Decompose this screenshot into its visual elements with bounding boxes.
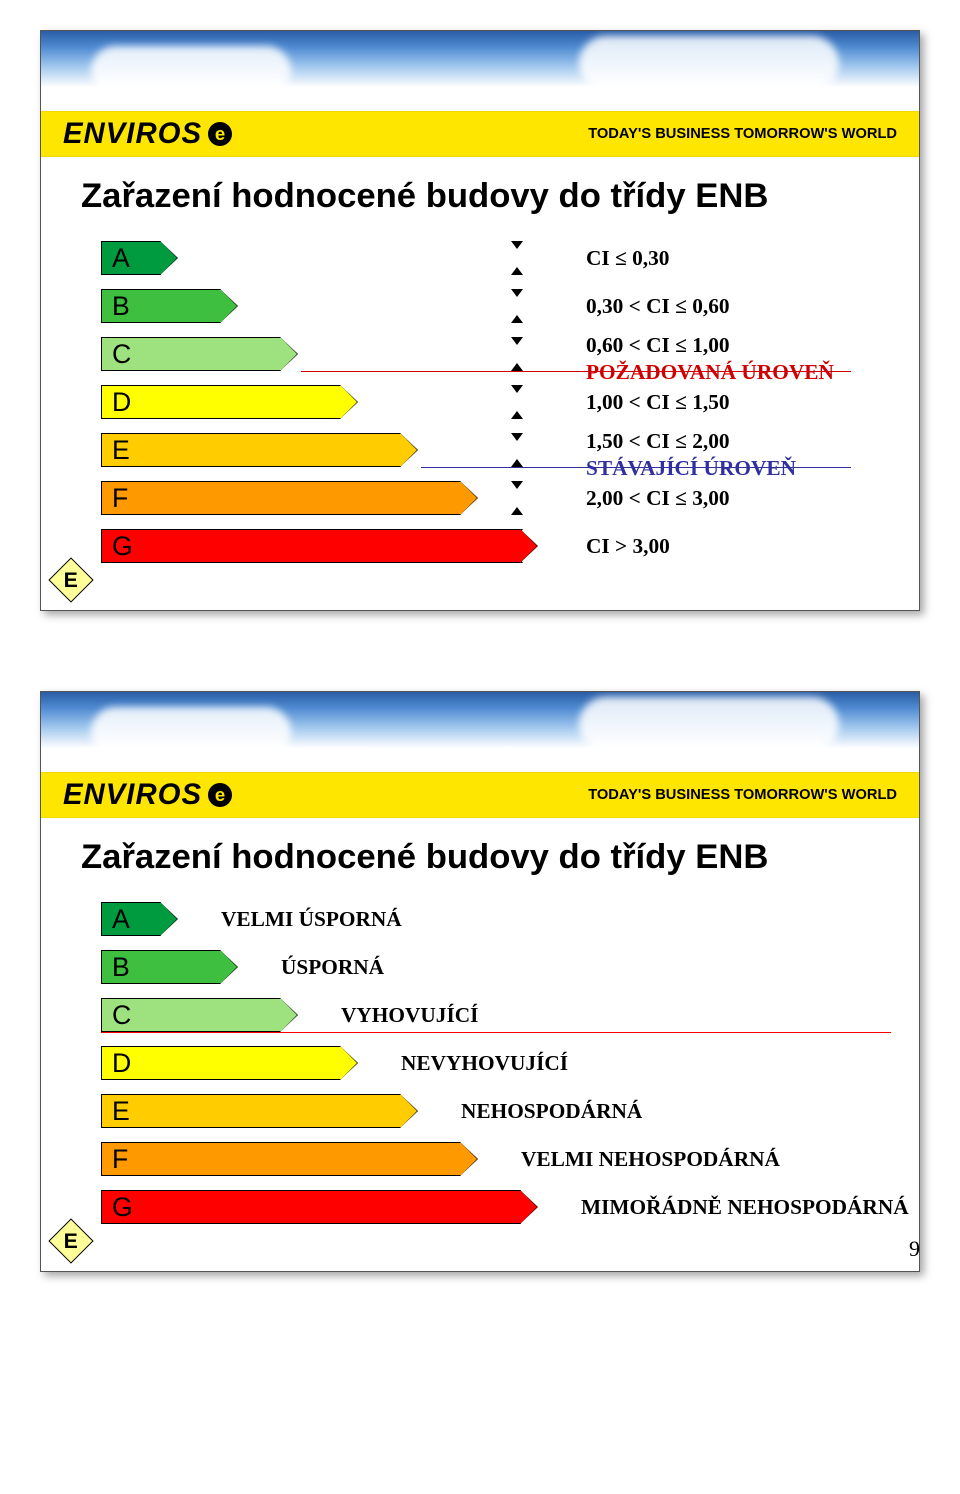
energy-class-chart: A VELMI ÚSPORNÁB ÚSPORNÁC VYHOVUJÍCÍD NEVYHO… — [101, 895, 889, 1231]
class-arrow-E: E — [101, 433, 401, 467]
chart-row: B 0,30 < CI ≤ 0,60 — [101, 282, 889, 330]
logo-badge: e — [208, 783, 232, 807]
slide-content: Zařazení hodnocené budovy do třídy ENB A… — [41, 157, 919, 570]
level-line — [421, 467, 851, 468]
enviros-logo: ENVIROS e — [63, 117, 232, 151]
slide-content: Zařazení hodnocené budovy do třídy ENB A… — [41, 818, 919, 1231]
class-description: MIMOŘÁDNĚ NEHOSPODÁRNÁ — [581, 1195, 909, 1220]
slide-header-band: ENVIROS e TODAY'S BUSINESS TOMORROW'S WO… — [41, 772, 919, 818]
energy-class-chart: ACI ≤ 0,30B0,30 < CI ≤ 0,60C0,60 < CI ≤ … — [101, 234, 889, 570]
chart-row: F VELMI NEHOSPODÁRNÁ — [101, 1135, 889, 1183]
slide-1: ENVIROS e TODAY'S BUSINESS TOMORROW'S WO… — [40, 30, 920, 611]
chart-row: GMIMOŘÁDNĚ NEHOSPODÁRNÁ — [101, 1183, 889, 1231]
class-description: VELMI NEHOSPODÁRNÁ — [521, 1147, 780, 1172]
slide-header-sky — [41, 31, 919, 111]
class-arrow-B: B — [101, 950, 221, 984]
page: ENVIROS e TODAY'S BUSINESS TOMORROW'S WO… — [0, 30, 960, 1272]
class-description: VELMI ÚSPORNÁ — [221, 907, 402, 932]
class-range: CI ≤ 0,30 — [586, 245, 669, 272]
class-arrow-B: B — [101, 289, 221, 323]
slide-header-sky — [41, 692, 919, 772]
chart-row: G CI > 3,00 — [101, 522, 889, 570]
class-arrow-A: A — [101, 241, 161, 275]
tagline: TODAY'S BUSINESS TOMORROW'S WORLD — [588, 126, 897, 142]
logo-badge: e — [208, 122, 232, 146]
class-arrow-D: D — [101, 385, 341, 419]
class-description: ÚSPORNÁ — [281, 955, 384, 980]
slide-header-band: ENVIROS e TODAY'S BUSINESS TOMORROW'S WO… — [41, 111, 919, 157]
class-arrow-G: G — [101, 529, 521, 563]
chart-row: A CI ≤ 0,30 — [101, 234, 889, 282]
chart-row: E NEHOSPODÁRNÁ — [101, 1087, 889, 1135]
level-line — [101, 1032, 891, 1033]
class-range: 0,30 < CI ≤ 0,60 — [586, 293, 730, 320]
slide-title: Zařazení hodnocené budovy do třídy ENB — [81, 838, 889, 877]
class-description: NEVYHOVUJÍCÍ — [401, 1051, 568, 1076]
chart-row: D 1,00 < CI ≤ 1,50 — [101, 378, 889, 426]
class-description: VYHOVUJÍCÍ — [341, 1003, 478, 1028]
tagline: TODAY'S BUSINESS TOMORROW'S WORLD — [588, 787, 897, 803]
class-arrow-A: A — [101, 902, 161, 936]
class-range: CI > 3,00 — [586, 533, 670, 560]
class-description: NEHOSPODÁRNÁ — [461, 1099, 642, 1124]
logo-word: ENVIROS — [63, 778, 202, 812]
level-line — [301, 371, 851, 372]
chart-row: A VELMI ÚSPORNÁ — [101, 895, 889, 943]
chart-row: D NEVYHOVUJÍCÍ — [101, 1039, 889, 1087]
class-range: 1,00 < CI ≤ 1,50 — [586, 389, 730, 416]
class-range: 2,00 < CI ≤ 3,00 — [586, 485, 730, 512]
slide-2: ENVIROS e TODAY'S BUSINESS TOMORROW'S WO… — [40, 691, 920, 1272]
chart-row: F 2,00 < CI ≤ 3,00 — [101, 474, 889, 522]
class-arrow-C: C — [101, 998, 281, 1032]
class-arrow-C: C — [101, 337, 281, 371]
chart-row: B ÚSPORNÁ — [101, 943, 889, 991]
class-arrow-F: F — [101, 1142, 461, 1176]
enviros-logo: ENVIROS e — [63, 778, 232, 812]
class-arrow-G: G — [101, 1190, 521, 1224]
class-arrow-E: E — [101, 1094, 401, 1128]
page-number: 9 — [909, 1236, 920, 1262]
class-arrow-D: D — [101, 1046, 341, 1080]
logo-word: ENVIROS — [63, 117, 202, 151]
class-arrow-F: F — [101, 481, 461, 515]
slide-title: Zařazení hodnocené budovy do třídy ENB — [81, 177, 889, 216]
